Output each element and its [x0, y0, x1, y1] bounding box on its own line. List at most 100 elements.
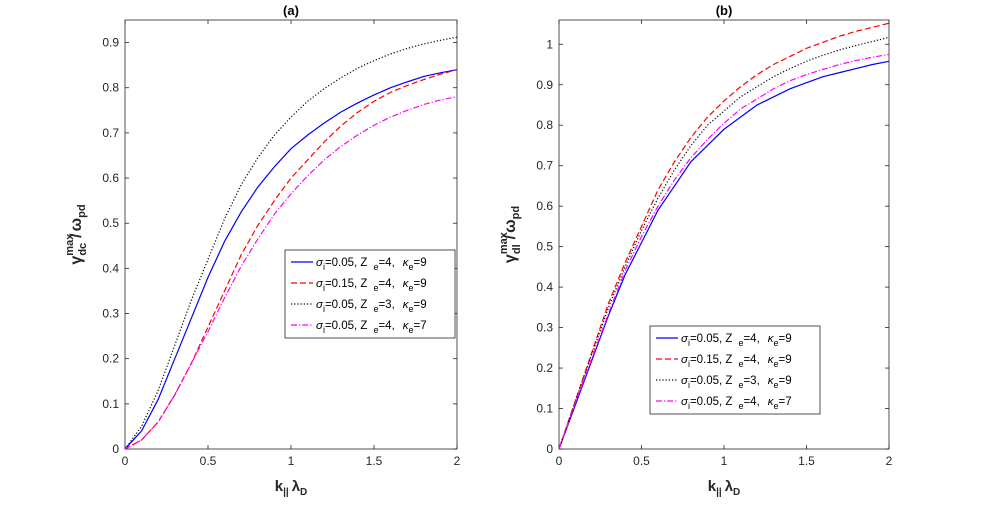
- legend-sigma-sub: i: [688, 401, 690, 411]
- x-axis-label-greek: λ: [725, 478, 734, 495]
- legend-z-sub: e: [373, 262, 378, 272]
- x-tick-label: 1: [288, 454, 295, 468]
- x-tick-label: 0.5: [633, 454, 650, 468]
- legend-kappa-sub: e: [409, 325, 414, 335]
- x-tick-label: 1: [721, 454, 728, 468]
- legend-kappa-value: =9: [779, 375, 792, 387]
- legend-kappa-value: =9: [779, 354, 792, 366]
- legend-kappa-sub: e: [409, 283, 414, 293]
- y-tick-label: 0.7: [536, 159, 553, 173]
- legend-z-sub: e: [373, 283, 378, 293]
- legend-sigma: σ: [681, 354, 689, 366]
- legend-kappa-value: =7: [779, 396, 792, 408]
- legend-sigma-value: =0.05, Z: [325, 320, 368, 332]
- x-tick-label: 2: [454, 454, 461, 468]
- legend-z-sub: e: [373, 325, 378, 335]
- legend-sigma: σ: [316, 320, 324, 332]
- x-axis-label-sub: ||: [716, 487, 722, 498]
- series-line-2: [558, 22, 890, 450]
- legend-kappa: κ: [768, 396, 775, 408]
- chart-panel-b: 0 0.5 1 1.5 2 0 0.1 0.2 0.3 0.4 0.5 0.6 0.7 0.8 0.9 1 (b…: [498, 3, 893, 498]
- legend-sigma-sub: i: [323, 325, 325, 335]
- series-line-1: [558, 60, 890, 450]
- legend-kappa-sub: e: [409, 262, 414, 272]
- legend-z-value: =4,: [743, 333, 759, 345]
- legend-box: [649, 325, 821, 415]
- x-tick-label: 0: [122, 454, 129, 468]
- legend-sigma-sub: i: [323, 283, 325, 293]
- y-axis-label-greek: ω: [502, 219, 519, 233]
- legend-z-value: =4,: [378, 257, 394, 269]
- x-axis-label-greek-sub: D: [300, 487, 307, 498]
- panel-title: (a): [283, 3, 299, 18]
- y-axis-label-sub: dc: [77, 243, 89, 256]
- y-tick-label: 0: [112, 442, 119, 456]
- x-tick-label: 1.5: [366, 454, 383, 468]
- legend-kappa-sub: e: [774, 359, 779, 369]
- y-tick-label: 0: [546, 442, 553, 456]
- legend-kappa: κ: [768, 354, 775, 366]
- legend-z-sub: e: [738, 359, 743, 369]
- legend-kappa: κ: [403, 320, 410, 332]
- y-axis-label-sup: max: [64, 233, 76, 256]
- y-tick-label: 0.5: [536, 240, 553, 254]
- legend-z-value: =4,: [378, 320, 394, 332]
- legend-kappa-sub: e: [774, 401, 779, 411]
- y-tick-label: 0.4: [536, 280, 553, 294]
- legend-sigma: σ: [681, 333, 689, 345]
- legend-sigma-value: =0.15, Z: [690, 354, 733, 366]
- legend-kappa: κ: [768, 333, 775, 345]
- y-tick-label: 0.3: [536, 321, 553, 335]
- y-axis-label: γmaxdc /ωpd: [64, 204, 89, 264]
- y-axis-label-base: γ: [502, 254, 519, 263]
- y-tick-label: 0.8: [102, 81, 119, 95]
- plot-area-frame: [124, 19, 458, 450]
- legend-sigma-value: =0.05, Z: [325, 299, 368, 311]
- legend-z-value: =3,: [378, 299, 394, 311]
- legend-sigma-value: =0.05, Z: [690, 375, 733, 387]
- x-tick-label: 1.5: [798, 454, 815, 468]
- legend-sigma-value: =0.05, Z: [325, 257, 368, 269]
- x-axis-label: k|| λD: [275, 478, 308, 498]
- legend-kappa-value: =7: [414, 320, 427, 332]
- y-tick-label: 0.5: [102, 216, 119, 230]
- series-line-4: [558, 53, 890, 450]
- x-tick-label: 0: [556, 454, 563, 468]
- legend-z-value: =4,: [743, 354, 759, 366]
- legend-kappa-value: =9: [414, 299, 427, 311]
- series-line-3: [124, 36, 458, 450]
- y-axis-label-base: γ: [68, 256, 85, 265]
- y-tick-label: 0.1: [102, 397, 119, 411]
- x-axis-label-greek: λ: [292, 478, 301, 495]
- x-axis-label-base: k: [275, 478, 284, 495]
- legend-kappa: κ: [403, 278, 410, 290]
- y-axis-label-greek-sub: pd: [510, 206, 522, 219]
- legend-kappa-value: =9: [414, 257, 427, 269]
- legend-z-sub: e: [738, 380, 743, 390]
- legend-sigma-value: =0.05, Z: [690, 333, 733, 345]
- legend-kappa-sub: e: [774, 380, 779, 390]
- x-axis-label-base: k: [708, 478, 717, 495]
- panel-title: (b): [716, 3, 733, 18]
- legend-sigma: σ: [316, 278, 324, 290]
- y-axis-label: γmaxdl /ωpd: [498, 206, 523, 263]
- y-axis-label-sub: dl: [511, 244, 523, 254]
- y-tick-label: 0.3: [102, 307, 119, 321]
- legend-sigma: σ: [681, 375, 689, 387]
- y-axis-label-sup: max: [498, 231, 510, 254]
- legend-sigma: σ: [316, 299, 324, 311]
- legend-kappa: κ: [403, 257, 410, 269]
- y-axis-label-slash: /: [502, 234, 519, 239]
- legend-sigma-value: =0.15, Z: [325, 278, 368, 290]
- y-tick-label: 0.6: [536, 199, 553, 213]
- y-tick-label: 1: [546, 37, 553, 51]
- y-tick-label: 0.9: [102, 36, 119, 50]
- legend-kappa-sub: e: [409, 304, 414, 314]
- legend-sigma-sub: i: [323, 304, 325, 314]
